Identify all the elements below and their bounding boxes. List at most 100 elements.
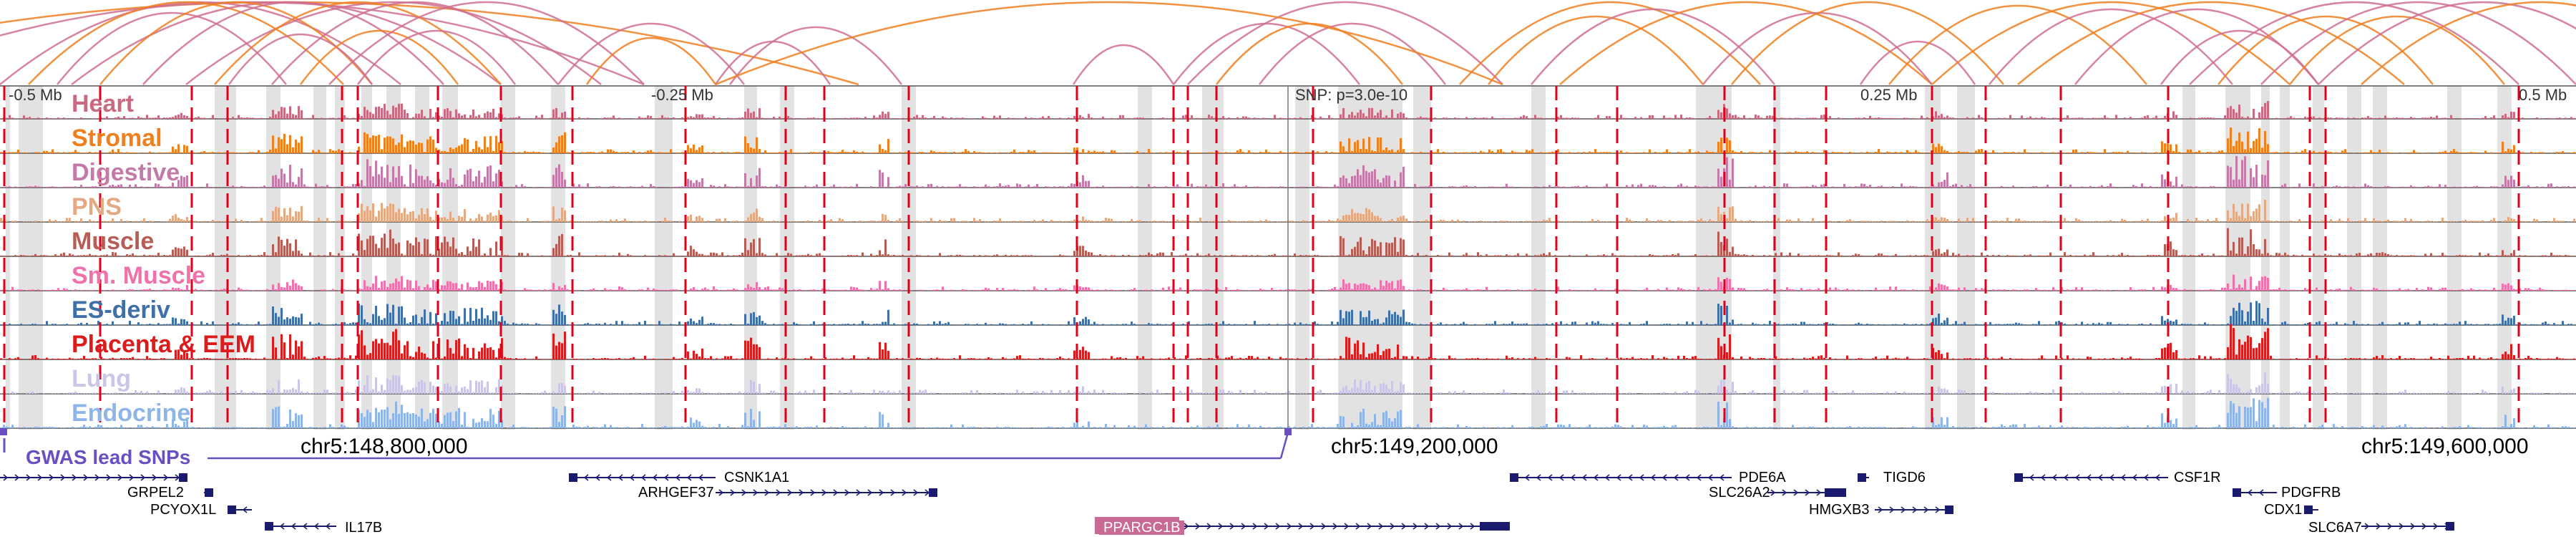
chromatin-loop-arc: [1931, 1, 2290, 85]
strand-chevron: [94, 474, 100, 481]
track-label-sm-muscle: Sm. Muscle: [72, 262, 206, 289]
gene-label-hmgxb3[interactable]: HMGXB3: [1809, 502, 1870, 518]
gene-label-pde6a[interactable]: PDE6A: [1739, 470, 1786, 485]
axis-label-0.5mb: 0.5 Mb: [2519, 86, 2567, 104]
strand-chevron: [698, 474, 703, 481]
track-label-stromal: Stromal: [72, 125, 162, 152]
gene-exon: [228, 505, 236, 514]
strand-chevron: [2109, 474, 2114, 481]
gene-exon: [179, 473, 187, 482]
strand-chevron: [2143, 474, 2149, 481]
strand-chevron: [640, 474, 646, 481]
track-label-lung: Lung: [72, 365, 132, 392]
strand-chevron: [1264, 523, 1269, 530]
chromatin-loop-arc: [1459, 1, 1761, 85]
strand-chevron: [1309, 523, 1315, 530]
highlight-region: [1531, 86, 1546, 430]
strand-chevron: [1889, 506, 1895, 513]
gene-exon: [205, 488, 213, 497]
strand-chevron: [2364, 523, 2370, 530]
highlight-region: [1773, 86, 1780, 430]
axis-label-snp: SNP: p=3.0e-10: [1295, 86, 1408, 104]
strand-chevron: [1435, 523, 1441, 530]
strand-chevron: [129, 474, 135, 481]
strand-chevron: [1275, 523, 1281, 530]
strand-chevron: [1355, 523, 1361, 530]
strand-chevron: [663, 474, 669, 481]
strand-chevron: [1878, 506, 1883, 513]
strand-chevron: [1458, 523, 1464, 530]
highlight-region: [2497, 86, 2512, 430]
strand-chevron: [879, 489, 884, 496]
gene-exon: [2304, 505, 2313, 514]
chromatin-loop-arc: [715, 1, 1503, 86]
chromatin-loop-arc: [1216, 22, 1403, 85]
gwas-lead-marker: [1284, 428, 1292, 435]
chromatin-loop-arc: [1859, 40, 1976, 85]
gene-exon: [2233, 488, 2241, 497]
strand-chevron: [867, 489, 873, 496]
strand-chevron: [1816, 489, 1822, 496]
highlight-region: [415, 86, 429, 430]
gene-label-il17b[interactable]: IL17B: [345, 520, 383, 536]
chromatin-loop-arc: [57, 11, 287, 85]
chromatin-loop-arc: [585, 37, 717, 85]
gene-label-slc6a7[interactable]: SLC6A7: [2308, 520, 2362, 536]
gene-label-ppargc1b[interactable]: PPARGC1B: [1099, 521, 1185, 535]
axis-label-minus-0.5mb: -0.5 Mb: [9, 86, 62, 104]
strand-chevron: [2063, 474, 2069, 481]
gene-label-tigd6[interactable]: TIGD6: [1883, 470, 1926, 485]
chromatin-loop-arc: [185, 1, 602, 85]
strand-chevron: [14, 474, 20, 481]
gene-label-pdgfrb[interactable]: PDGFRB: [2281, 485, 2341, 500]
chromatin-loop-arc: [356, 29, 517, 85]
strand-chevron: [2433, 523, 2439, 530]
strand-chevron: [140, 474, 146, 481]
strand-chevron: [313, 523, 319, 530]
gene-exon: [2014, 473, 2023, 482]
strand-chevron: [753, 489, 758, 496]
strand-chevron: [2387, 523, 2393, 530]
strand-chevron: [1344, 523, 1350, 530]
highlight-region: [1413, 86, 1431, 430]
chromatin-loop-arc: [142, 1, 444, 85]
strand-chevron: [618, 474, 623, 481]
strand-chevron: [1195, 523, 1201, 530]
strand-chevron: [1287, 523, 1292, 530]
chromatin-loop-arc: [1187, 1, 1503, 85]
strand-chevron: [741, 489, 747, 496]
highlight-region: [1696, 86, 1732, 430]
gene-label-pcyox1l[interactable]: PCYOX1L: [150, 502, 217, 518]
gene-exon: [929, 488, 937, 497]
gene-label-arhgef37[interactable]: ARHGEF37: [638, 485, 714, 500]
chromatin-loop-arc: [2289, 15, 2505, 85]
chromatin-loop-arc: [1259, 22, 1446, 85]
highlight-region: [1202, 86, 1224, 430]
strand-chevron: [106, 474, 112, 481]
strand-chevron: [844, 489, 850, 496]
strand-chevron: [3, 474, 9, 481]
chromatin-loop-arc: [1731, 1, 2004, 85]
strand-chevron: [629, 474, 635, 481]
chromatin-loop-arc: [0, 1, 859, 86]
strand-chevron: [1805, 489, 1810, 496]
strand-chevron: [72, 474, 77, 481]
highlight-region: [2182, 86, 2195, 430]
strand-chevron: [1770, 489, 1776, 496]
gene-label-cdx1[interactable]: CDX1: [2264, 502, 2303, 518]
strand-chevron: [2074, 474, 2080, 481]
highlight-region: [1957, 86, 1975, 430]
highlight-region: [215, 86, 236, 430]
strand-chevron: [2120, 474, 2126, 481]
strand-chevron: [1684, 474, 1690, 481]
gwas-lead-marker: [0, 428, 7, 435]
gene-label-csnk1a1[interactable]: CSNK1A1: [724, 470, 790, 485]
highlight-region: [2447, 86, 2462, 430]
gene-label-csf1r[interactable]: CSF1R: [2174, 470, 2221, 485]
highlight-region: [442, 86, 458, 430]
gwas-lead-snps-label: GWAS lead SNPs: [26, 446, 191, 468]
gene-label-grpel2[interactable]: GRPEL2: [127, 485, 184, 500]
gene-label-slc26a2[interactable]: SLC26A2: [1709, 485, 1770, 500]
strand-chevron: [49, 474, 54, 481]
strand-chevron: [1570, 474, 1576, 481]
